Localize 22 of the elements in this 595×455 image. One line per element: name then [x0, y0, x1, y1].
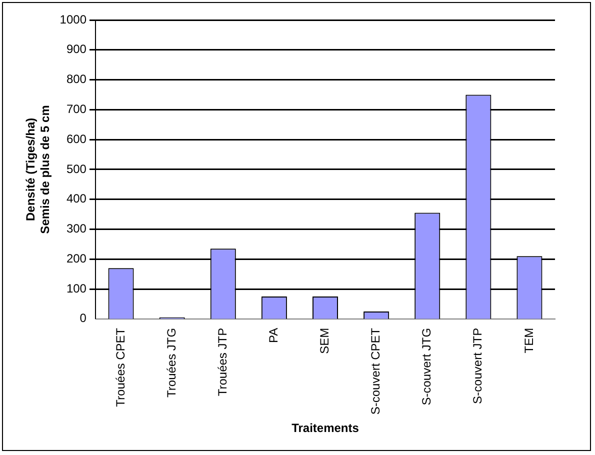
y-tick-label: 1000: [60, 12, 87, 26]
x-tick-label: Trouées JTG: [164, 328, 178, 398]
y-tick-label: 400: [66, 192, 87, 206]
y-tick-label: 900: [66, 42, 87, 56]
x-tick-label: TEM: [522, 328, 536, 354]
y-tick-label: 500: [66, 162, 87, 176]
y-tick-label: 200: [66, 251, 87, 266]
x-tick-label: SEM: [318, 328, 332, 354]
y-tick-label: 0: [80, 311, 87, 326]
y-tick-label: 800: [66, 72, 87, 86]
x-tick-label: S-couvert JTP: [470, 328, 485, 404]
y-axis-title: Densité (Tiges/ha) Semis de plus de 5 cm: [24, 105, 52, 234]
y-tick-label: 100: [66, 281, 87, 296]
y-tick-label: 700: [66, 102, 87, 116]
x-axis-title: Traitements: [292, 421, 360, 436]
y-tick-label: 600: [66, 132, 87, 146]
x-tick-label: Trouées JTP: [215, 328, 230, 396]
x-tick-label: S-couvert JTG: [420, 328, 434, 406]
x-tick-label: PA: [266, 328, 281, 344]
y-tick-label: 300: [66, 222, 87, 236]
x-tick-label: Trouées CPET: [113, 327, 128, 407]
x-tick-label: S-couvert CPET: [368, 327, 383, 415]
